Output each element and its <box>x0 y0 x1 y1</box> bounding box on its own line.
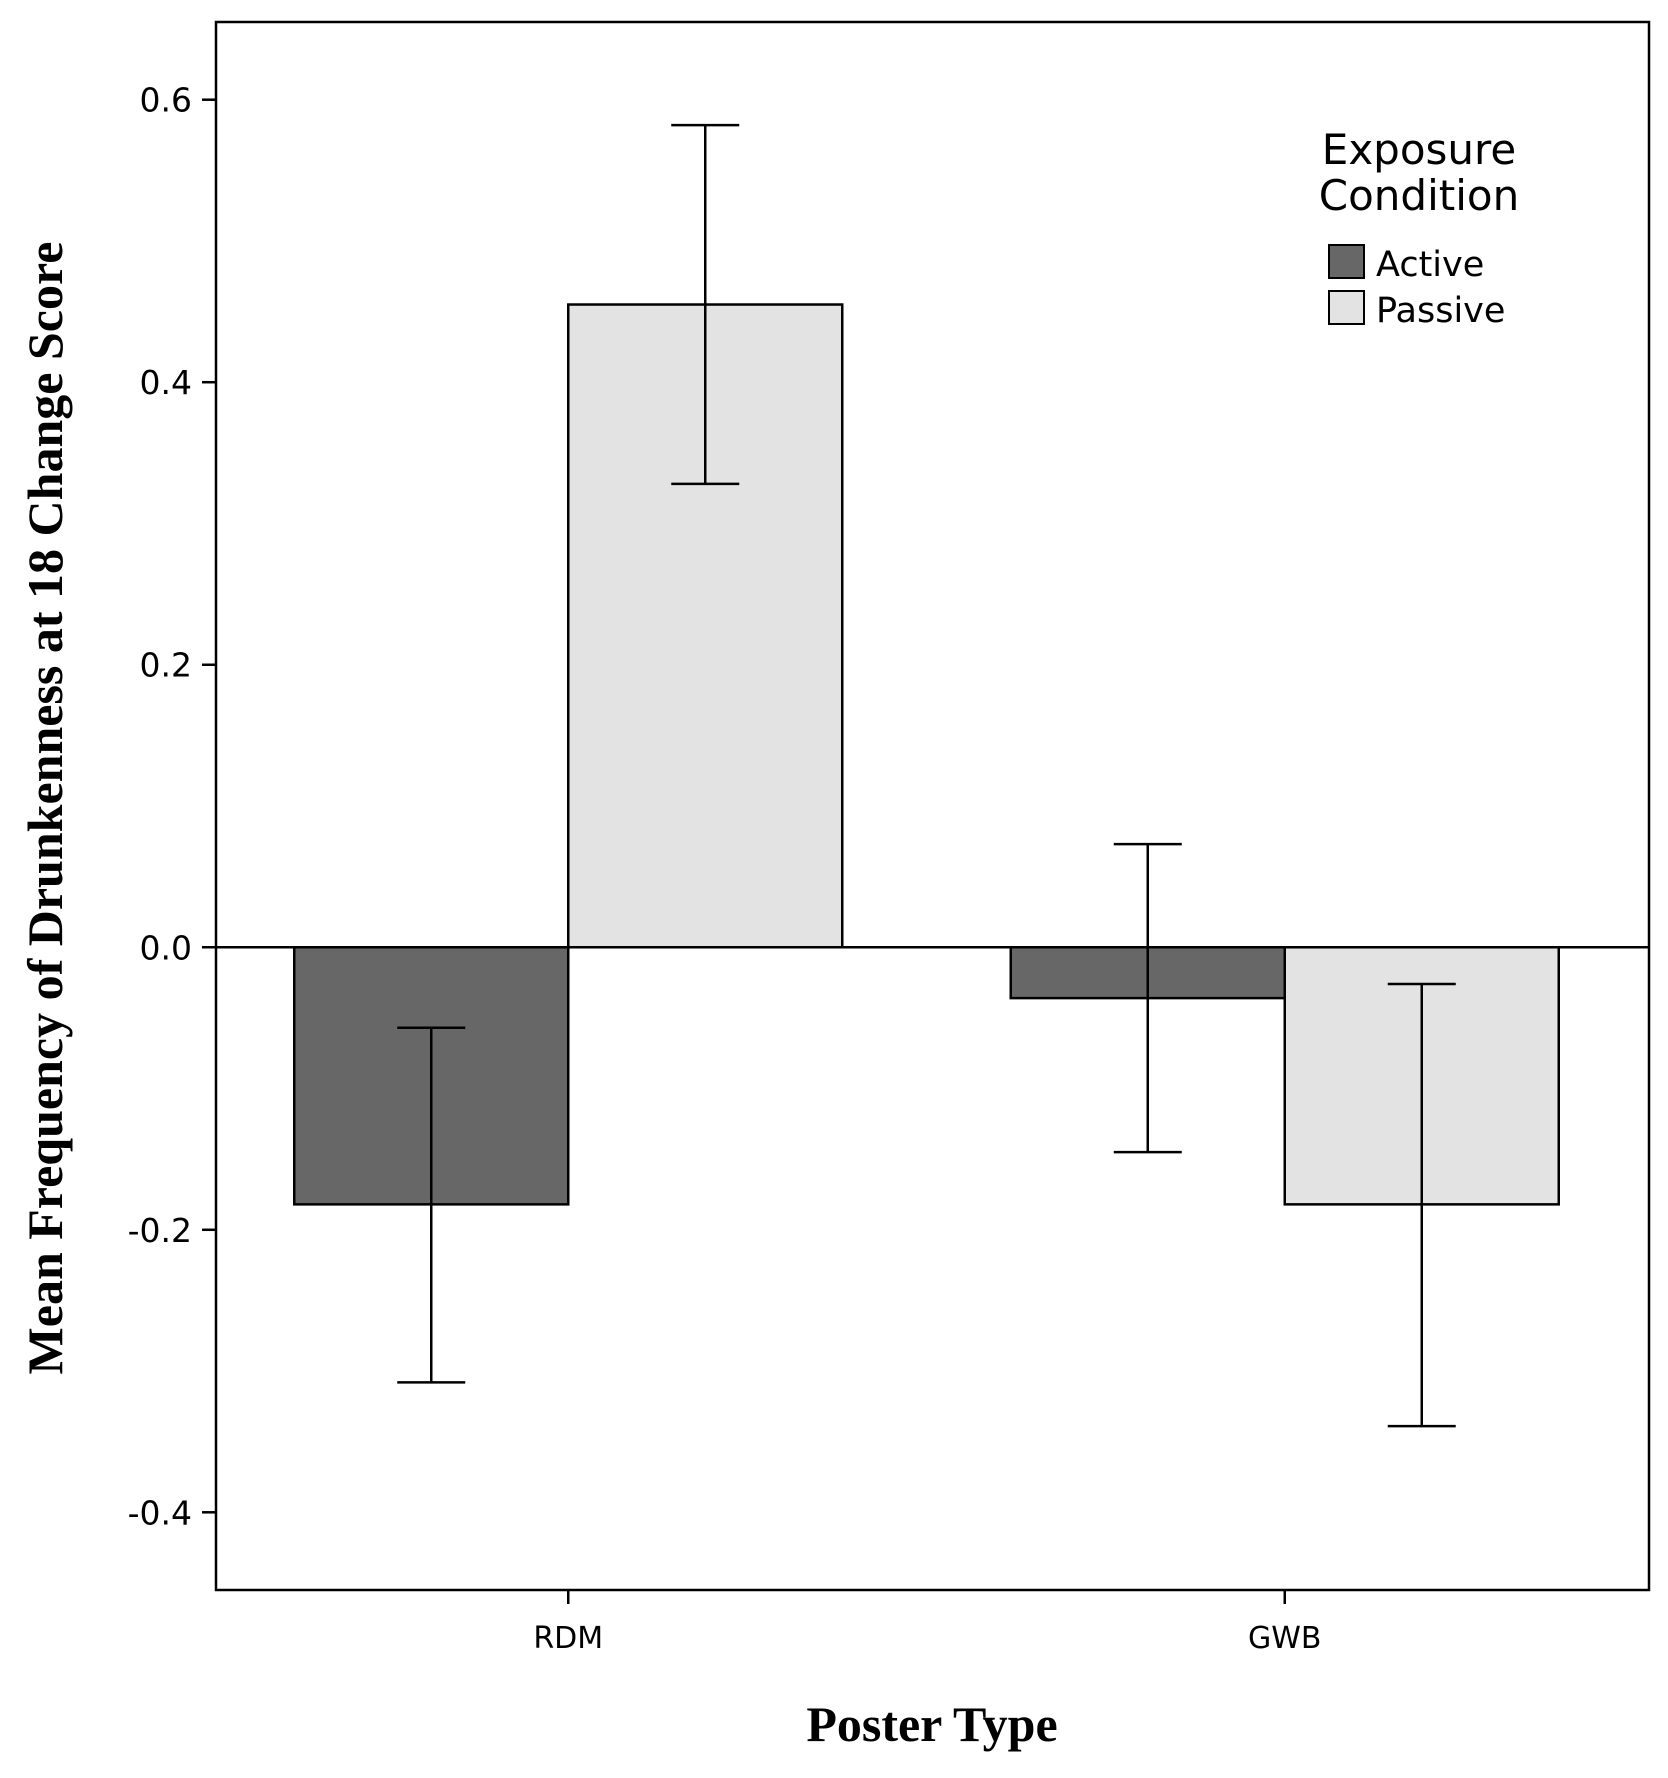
legend-title-line1: Exposure <box>1322 125 1516 174</box>
plot-area-frame <box>214 20 1651 1592</box>
y-tick-label: 0.0 <box>140 928 192 967</box>
y-tick-label: -0.2 <box>128 1211 192 1250</box>
y-tick-label: 0.4 <box>140 363 192 402</box>
legend-title-line2: Condition <box>1319 171 1519 220</box>
y-tick-label: -0.4 <box>128 1493 192 1532</box>
x-axis: RDM GWB <box>533 1590 1322 1656</box>
y-axis-title: Mean Frequency of Drunkenness at 18 Chan… <box>17 242 73 1375</box>
legend-swatch-passive <box>1328 290 1365 325</box>
y-axis: -0.4 -0.2 0.0 0.2 0.4 0.6 <box>128 81 216 1532</box>
y-tick-label: 0.2 <box>140 646 192 685</box>
x-tick-label-rdm: RDM <box>533 1621 603 1656</box>
legend-swatch-active <box>1328 244 1365 279</box>
legend-label-active: Active <box>1376 245 1484 285</box>
x-tick-label-gwb: GWB <box>1248 1621 1322 1656</box>
error-bars-group <box>397 123 1456 1428</box>
legend: Exposure Condition Active Passive <box>1319 125 1519 331</box>
legend-label-passive: Passive <box>1376 291 1505 331</box>
x-axis-title: Poster Type <box>806 1696 1057 1752</box>
y-tick-label: 0.6 <box>140 81 192 120</box>
